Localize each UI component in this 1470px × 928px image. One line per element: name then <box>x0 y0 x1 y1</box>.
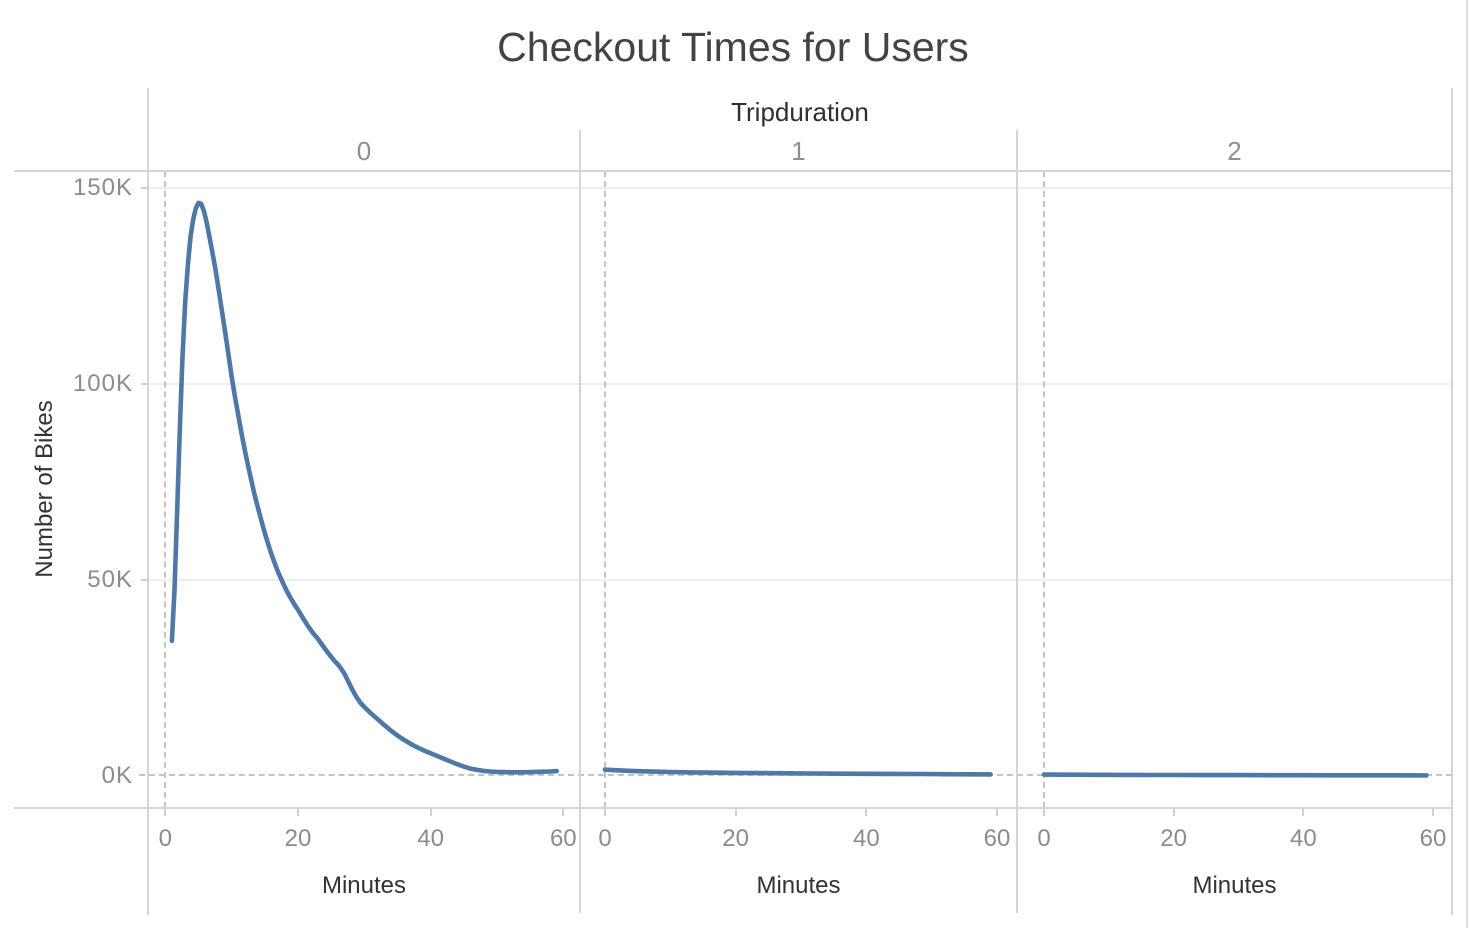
facet-column-header-1[interactable]: 1 <box>791 136 806 166</box>
y-axis-tick <box>141 383 148 385</box>
y-axis-title-text: Number of Bikes <box>31 400 58 578</box>
x-tick-label: 0 <box>598 825 612 852</box>
line-chart-svg-1 <box>602 767 993 777</box>
table-bottom-border <box>14 807 1452 809</box>
line-mark-1[interactable] <box>602 767 993 777</box>
y-tick-label: 150K <box>72 174 133 201</box>
y-tick-label: 0K <box>101 762 133 789</box>
x-axis-tick <box>164 808 167 816</box>
chart-title: Checkout Times for Users <box>497 24 969 70</box>
x-axis-tick <box>1432 808 1434 816</box>
x-axis-tick <box>296 808 299 816</box>
facet-panel-1 <box>580 171 1017 808</box>
y-tick-label: 50K <box>87 566 133 593</box>
x-axis-tick <box>1172 808 1175 816</box>
x-axis-tick <box>604 808 606 816</box>
y-gridline <box>148 579 1452 581</box>
x-tick-label: 20 <box>284 825 312 852</box>
y-gridline <box>148 187 1452 189</box>
x-tick-label: 0 <box>1037 825 1051 852</box>
x-tick-label: 40 <box>417 825 444 852</box>
x-tick-label: 60 <box>549 825 577 852</box>
x-tick-label: 0 <box>158 825 172 852</box>
view-right-edge <box>1466 0 1468 928</box>
facet-column-header-2[interactable]: 2 <box>1227 136 1242 166</box>
x-tick-label: 60 <box>983 825 1011 852</box>
line-mark-2[interactable] <box>1041 772 1429 778</box>
x-axis-tick <box>562 808 565 816</box>
facet-column-header-0[interactable]: 0 <box>356 136 372 166</box>
y-axis-tick <box>141 187 148 189</box>
zero-vertical-dashed <box>1043 171 1045 808</box>
y-gridline <box>148 383 1452 385</box>
facet-field-title: Tripduration <box>731 97 869 127</box>
y-tick-label: 100K <box>72 370 133 397</box>
facet-panel-0 <box>148 171 580 808</box>
line-mark-0[interactable] <box>169 200 560 775</box>
x-tick-label: 20 <box>722 825 749 852</box>
zero-vertical-dashed <box>164 171 167 808</box>
x-axis-tick <box>1302 808 1305 816</box>
table-top-border <box>14 170 1452 172</box>
x-axis-tick <box>1043 808 1045 816</box>
line-chart-svg-2 <box>1041 772 1429 778</box>
x-axis-tick <box>429 808 432 816</box>
table-right-border <box>1451 88 1453 915</box>
panel-separator <box>1016 130 1018 913</box>
x-axis-title: Minutes <box>1192 872 1277 899</box>
line-chart-svg-0 <box>169 200 560 775</box>
x-axis-tick <box>734 808 737 816</box>
panel-separator <box>579 130 581 913</box>
table-left-border <box>147 88 149 915</box>
facet-panel-2 <box>1017 171 1452 808</box>
x-axis-title: Minutes <box>756 872 841 899</box>
x-tick-label: 60 <box>1419 825 1447 852</box>
x-tick-label: 20 <box>1160 825 1187 852</box>
x-axis-tick <box>996 808 998 816</box>
x-tick-label: 40 <box>1289 825 1317 852</box>
x-axis-tick <box>865 808 868 816</box>
zero-vertical-dashed <box>604 171 606 808</box>
x-axis-title: Minutes <box>321 872 407 899</box>
x-tick-label: 40 <box>852 825 880 852</box>
y-axis-tick <box>141 579 148 581</box>
